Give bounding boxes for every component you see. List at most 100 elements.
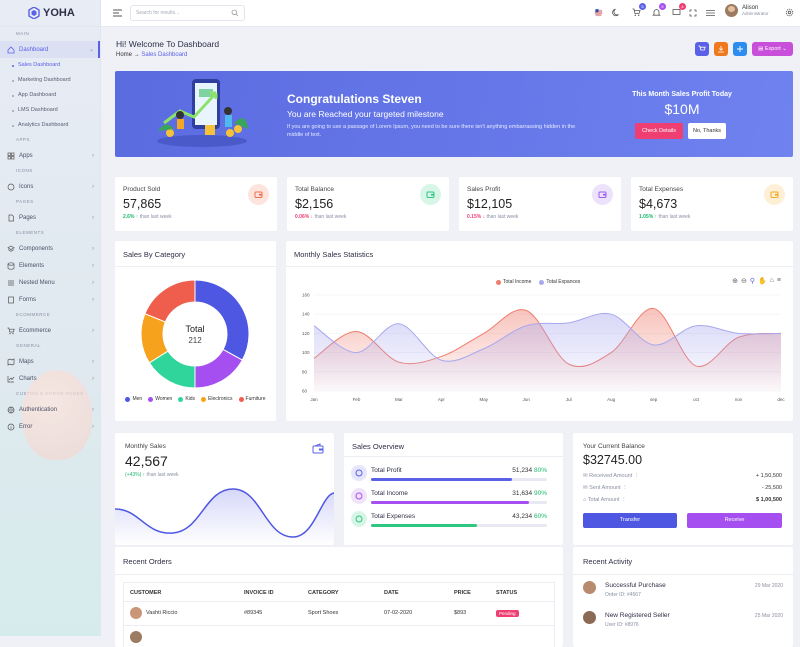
pie-slice[interactable]: [194, 279, 250, 361]
received-row: ✉ Received Amount ⋮ + 1,50,500: [583, 473, 782, 479]
activity-date: 25 Mar 2020: [754, 613, 783, 619]
sidebar-item-authentication[interactable]: Authentication ›: [0, 401, 100, 418]
cart-badge: 5: [639, 3, 646, 10]
sidebar-sub-marketing[interactable]: Marketing Dashboard: [0, 73, 100, 88]
card-title: Sales Overview: [352, 442, 405, 451]
fullscreen-icon[interactable]: [687, 7, 698, 18]
legend-item[interactable]: Furniture: [238, 396, 266, 402]
y-tick-label: 160: [302, 293, 310, 298]
x-tick-label: Jun: [523, 397, 531, 402]
sidebar-item-nested-menu[interactable]: Nested Menu ›: [0, 274, 100, 291]
cart-button[interactable]: [695, 42, 709, 56]
download-icon: [718, 46, 724, 53]
sidebar-item-pages[interactable]: Pages ›: [0, 209, 100, 226]
search-icon[interactable]: [231, 9, 239, 17]
zoom-out-icon[interactable]: ⊖: [740, 278, 747, 285]
search-input[interactable]: Search for results...: [130, 5, 245, 21]
sidebar-item-label: Nested Menu: [19, 279, 55, 286]
message-icon[interactable]: 4: [671, 3, 686, 18]
export-button[interactable]: ▤ Export ⌄: [752, 42, 793, 56]
pan-icon[interactable]: ✋: [757, 278, 767, 285]
activity-title: Successful Purchase: [605, 582, 666, 589]
flag-icon[interactable]: [593, 7, 604, 18]
breadcrumb-current: Sales Dashboard: [141, 52, 188, 58]
sales-overview-card: Sales Overview Total Profit 51,234 80% T…: [344, 433, 563, 545]
monthly-sales-statistics-card: Monthly Sales Statistics Total Income Tot…: [286, 241, 793, 421]
breadcrumb-home[interactable]: Home: [116, 52, 133, 58]
moon-icon[interactable]: [611, 7, 622, 18]
legend-item[interactable]: Total Expances: [539, 279, 580, 285]
monthly-sales-value: 42,567: [125, 453, 168, 469]
activity-title: New Registered Seller: [605, 612, 670, 619]
overview-value: 51,234 80%: [512, 467, 547, 474]
card-title: Your Current Balance: [583, 443, 645, 450]
sidebar-item-components[interactable]: Components ›: [0, 240, 100, 257]
chevron-right-icon: ›: [92, 327, 94, 334]
chevron-right-icon: ›: [92, 183, 94, 190]
pie-slice[interactable]: [144, 279, 196, 323]
cart-icon[interactable]: 5: [631, 3, 646, 18]
legend-item[interactable]: Kids: [178, 396, 195, 402]
sidebar-sub-app[interactable]: App Dashboard: [0, 88, 100, 103]
wallet-icon: [420, 184, 441, 205]
breadcrumb: Home → Sales Dashboard: [116, 52, 187, 58]
sidebar-item-maps[interactable]: Maps ›: [0, 353, 100, 370]
receive-button[interactable]: Receive: [687, 513, 782, 528]
sidebar-item-apps[interactable]: Apps ›: [0, 147, 100, 164]
sidebar-sub-analytics[interactable]: Analytics Dashboard: [0, 118, 100, 133]
grid-icon: [6, 151, 15, 160]
wallet-icon: [312, 443, 324, 454]
overview-value: 31,634 90%: [512, 490, 547, 497]
sidebar-item-dashboard[interactable]: Dashboard ⌄: [0, 41, 100, 58]
activity-sub: User ID: #8976: [605, 622, 639, 628]
download-button[interactable]: [714, 42, 728, 56]
sidebar-item-ecommerce[interactable]: Ecommerce ›: [0, 322, 100, 339]
check-details-button[interactable]: Check Details: [635, 123, 683, 139]
user-menu[interactable]: Alison Administrator: [725, 4, 769, 17]
sidebar-item-error[interactable]: Error ›: [0, 418, 100, 435]
menu-lines-icon[interactable]: [705, 7, 716, 18]
sidebar-item-forms[interactable]: Forms ›: [0, 291, 100, 308]
chevron-right-icon: ›: [92, 279, 94, 286]
profit-value: $10M: [664, 101, 700, 117]
user-name: Alison: [742, 5, 759, 11]
layers-icon: [6, 244, 15, 253]
brand-logo[interactable]: YOHA: [0, 0, 100, 27]
legend-item[interactable]: Total Income: [496, 279, 531, 285]
series-line[interactable]: [313, 312, 782, 362]
add-button[interactable]: [733, 42, 747, 56]
menu-icon[interactable]: ≡: [776, 277, 781, 284]
chevron-right-icon: ›: [92, 423, 94, 430]
home-icon[interactable]: ⌂: [769, 277, 774, 284]
sidebar-item-elements[interactable]: Elements ›: [0, 257, 100, 274]
search-zoom-icon[interactable]: ⚲: [749, 278, 755, 285]
legend-item[interactable]: Men: [125, 396, 142, 402]
transfer-button[interactable]: Transfer: [583, 513, 677, 528]
sidebar-item-charts[interactable]: Charts ›: [0, 370, 100, 387]
card-title: Monthly Sales Statistics: [294, 250, 374, 259]
hero-banner: Congratulations Steven You are Reached y…: [115, 71, 793, 157]
stat-label: Total Expenses: [639, 186, 684, 193]
sidebar: YOHA MAIN Dashboard ⌄ Sales Dashboard Ma…: [0, 0, 101, 636]
sidebar-item-label: Forms: [19, 296, 36, 303]
sparkline-chart: [115, 488, 334, 545]
overview-label: Total Profit: [371, 467, 402, 474]
legend-item[interactable]: Electronics: [201, 396, 233, 402]
export-label: Export: [764, 46, 781, 52]
legend-item[interactable]: Women: [148, 396, 172, 402]
sidebar-sub-lms[interactable]: LMS Dashboard: [0, 103, 100, 118]
sidebar-item-icons[interactable]: Icons ›: [0, 178, 100, 195]
sidebar-item-label: Authentication: [19, 406, 58, 413]
settings-icon[interactable]: [784, 7, 795, 18]
bell-icon[interactable]: 5: [651, 3, 666, 18]
zoom-in-icon[interactable]: ⊕: [732, 278, 738, 285]
overview-row: Total Expenses 43,234 60%: [351, 511, 547, 533]
hamburger-icon[interactable]: [113, 9, 122, 17]
trend-icon: [351, 465, 367, 481]
activity-sub: Order ID: #4567: [605, 592, 641, 598]
chevron-right-icon: ›: [92, 358, 94, 365]
sidebar-sub-sales[interactable]: Sales Dashboard: [0, 58, 100, 73]
no-thanks-button[interactable]: No, Thanks: [688, 123, 726, 139]
sidebar-item-label: Dashboard: [19, 46, 49, 53]
stat-label: Product Sold: [123, 186, 161, 193]
